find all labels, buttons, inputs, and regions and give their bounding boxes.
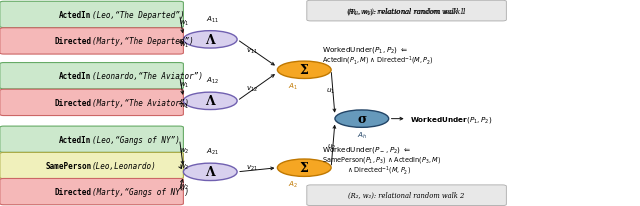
Text: (R₁, w₁): relational random walk 1: (R₁, w₁): relational random walk 1	[348, 8, 465, 15]
Text: ActedIn$(P_1, M)$ $\wedge$ Directed$^{-1}(M, P_2)$: ActedIn$(P_1, M)$ $\wedge$ Directed$^{-1…	[321, 54, 433, 66]
Text: $w_1$: $w_1$	[179, 19, 190, 28]
Circle shape	[277, 159, 331, 177]
Text: (Marty,“The Aviator”): (Marty,“The Aviator”)	[92, 98, 189, 107]
Text: $v_{21}$: $v_{21}$	[246, 163, 258, 172]
Text: $u_1$: $u_1$	[326, 86, 336, 95]
Text: (R₂, w₂): relational random walk 2: (R₂, w₂): relational random walk 2	[348, 191, 465, 199]
Text: $A_{2}$: $A_{2}$	[288, 179, 298, 190]
Text: $v_{11}$: $v_{11}$	[246, 47, 258, 56]
FancyBboxPatch shape	[0, 126, 184, 153]
Text: Λ: Λ	[205, 166, 215, 178]
Text: (Marty,“The Departed”): (Marty,“The Departed”)	[92, 37, 193, 46]
Text: Directed: Directed	[54, 98, 92, 107]
Text: ActedIn: ActedIn	[60, 72, 92, 81]
Text: $(R_1, w_1)$: relational random walk 1: $(R_1, w_1)$: relational random walk 1	[346, 6, 467, 17]
Text: $w_1$: $w_1$	[179, 40, 190, 49]
Text: ActedIn: ActedIn	[60, 11, 92, 20]
Text: $A_{11}$: $A_{11}$	[205, 14, 219, 25]
FancyBboxPatch shape	[307, 185, 506, 206]
Text: WorkedUnder$(P_1, P_2)$ $\Leftarrow$: WorkedUnder$(P_1, P_2)$ $\Leftarrow$	[321, 45, 408, 55]
FancyBboxPatch shape	[0, 90, 184, 116]
Circle shape	[184, 93, 237, 110]
Text: (Leo,“The Departed”): (Leo,“The Departed”)	[92, 11, 184, 20]
Text: WorkedUnder$(P_-, P_2)$ $\Leftarrow$: WorkedUnder$(P_-, P_2)$ $\Leftarrow$	[321, 144, 411, 154]
Text: $A_{h}$: $A_{h}$	[356, 130, 367, 141]
Text: WorkedUnder$(P_1, P_2)$: WorkedUnder$(P_1, P_2)$	[410, 114, 492, 124]
Text: $A_{21}$: $A_{21}$	[205, 146, 219, 157]
FancyBboxPatch shape	[0, 63, 184, 89]
Text: (Leonardo,“The Aviator”): (Leonardo,“The Aviator”)	[92, 72, 203, 81]
Text: $A_{12}$: $A_{12}$	[205, 76, 219, 86]
Text: Σ: Σ	[300, 64, 308, 77]
Text: Σ: Σ	[300, 162, 308, 174]
Circle shape	[184, 163, 237, 181]
Text: Λ: Λ	[205, 34, 215, 47]
FancyBboxPatch shape	[0, 2, 184, 28]
FancyBboxPatch shape	[0, 29, 184, 55]
Text: $u_2$: $u_2$	[326, 143, 336, 152]
Text: σ: σ	[357, 113, 366, 125]
Text: $w_1$: $w_1$	[179, 80, 190, 89]
Text: $w_2$: $w_2$	[179, 162, 189, 171]
Text: (Leo,“Gangs of NY”): (Leo,“Gangs of NY”)	[92, 135, 179, 144]
Text: SamePerson$(P_1, P_3)$ $\wedge$ ActedIn$(P_3, M)$: SamePerson$(P_1, P_3)$ $\wedge$ ActedIn$…	[321, 155, 440, 165]
Text: Directed: Directed	[54, 187, 92, 196]
Text: Λ: Λ	[205, 95, 215, 108]
FancyBboxPatch shape	[307, 1, 506, 22]
FancyBboxPatch shape	[0, 179, 184, 205]
Text: ActedIn: ActedIn	[60, 135, 92, 144]
Text: (Leo,Leonardo): (Leo,Leonardo)	[92, 161, 156, 170]
Text: $v_{12}$: $v_{12}$	[246, 85, 258, 94]
Text: $\wedge$ Directed$^{-1}(M, P_2)$: $\wedge$ Directed$^{-1}(M, P_2)$	[347, 164, 411, 176]
Text: $w_1$: $w_1$	[179, 102, 190, 111]
FancyBboxPatch shape	[0, 153, 184, 179]
Text: SamePerson: SamePerson	[45, 161, 92, 170]
Circle shape	[277, 62, 331, 79]
Circle shape	[335, 110, 388, 128]
Text: (Marty,“Gangs of NY”): (Marty,“Gangs of NY”)	[92, 187, 189, 196]
Text: $A_{1}$: $A_{1}$	[288, 82, 298, 92]
Text: Directed: Directed	[54, 37, 92, 46]
Text: $w_2$: $w_2$	[179, 147, 189, 156]
Circle shape	[184, 32, 237, 49]
Text: $w_2$: $w_2$	[179, 182, 189, 191]
